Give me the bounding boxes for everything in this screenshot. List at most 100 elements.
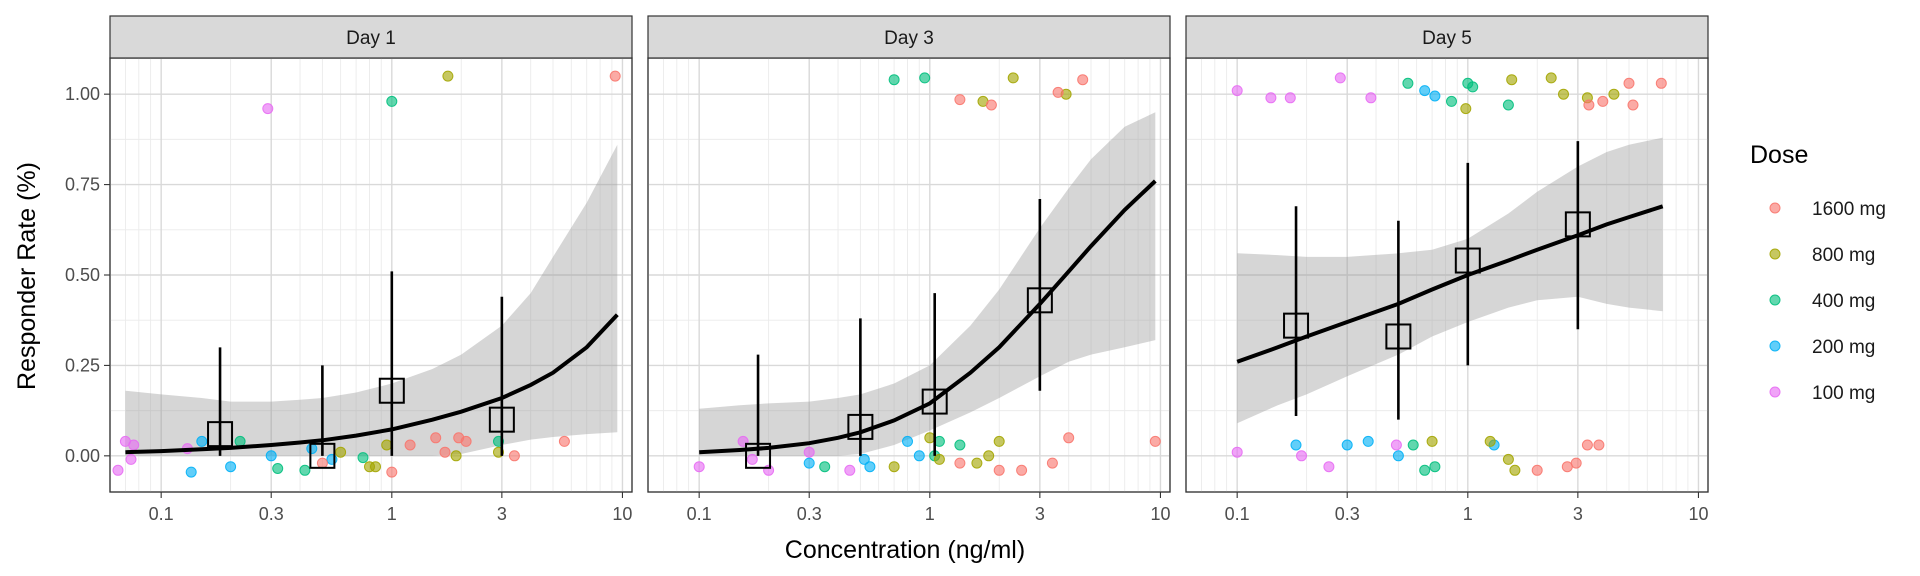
legend-item: 1600 mg bbox=[1769, 199, 1886, 220]
legend-swatch bbox=[1769, 248, 1781, 260]
data-point bbox=[558, 435, 570, 447]
data-point bbox=[888, 461, 900, 473]
facet-title: Day 1 bbox=[346, 28, 396, 49]
legend-label: 800 mg bbox=[1812, 245, 1875, 266]
facet-strip bbox=[109, 15, 633, 59]
data-point bbox=[370, 461, 381, 473]
data-point bbox=[746, 453, 758, 465]
data-point bbox=[1402, 77, 1414, 89]
x-tick-label: 1 bbox=[387, 504, 397, 524]
data-point bbox=[1231, 446, 1243, 458]
data-point bbox=[803, 457, 815, 469]
y-tick-label: 0.00 bbox=[65, 446, 100, 466]
panel-2: Day 3 bbox=[647, 15, 1171, 493]
legend-item: 800 mg bbox=[1769, 245, 1875, 266]
data-point bbox=[1390, 439, 1402, 451]
legend-label: 100 mg bbox=[1812, 383, 1875, 404]
observed-rate-box bbox=[1454, 247, 1481, 274]
data-point bbox=[1583, 99, 1595, 111]
data-point bbox=[450, 450, 462, 462]
confidence-band bbox=[699, 112, 1156, 456]
legend-item: 100 mg bbox=[1769, 383, 1875, 404]
data-point bbox=[128, 439, 140, 451]
data-point bbox=[1597, 95, 1609, 107]
facet-strip bbox=[1185, 15, 1709, 59]
data-point bbox=[1623, 77, 1635, 89]
legend-swatch bbox=[1769, 386, 1781, 398]
facet-title: Day 5 bbox=[1422, 28, 1472, 49]
legend-item: 400 mg bbox=[1769, 291, 1875, 312]
data-point bbox=[1341, 439, 1353, 451]
data-point bbox=[933, 453, 945, 465]
data-point bbox=[335, 446, 347, 458]
observed-rate-box bbox=[745, 442, 772, 469]
observed-rate-box bbox=[847, 413, 874, 440]
data-point bbox=[185, 466, 197, 478]
data-point bbox=[985, 99, 997, 111]
data-point bbox=[1392, 450, 1404, 462]
data-point bbox=[357, 452, 369, 464]
legend-title: Dose bbox=[1750, 141, 1808, 169]
data-point bbox=[1460, 103, 1472, 115]
data-point bbox=[803, 446, 815, 458]
observed-rate-box bbox=[1385, 323, 1412, 350]
data-point bbox=[693, 461, 705, 473]
data-point bbox=[404, 439, 416, 451]
data-point bbox=[1593, 439, 1605, 451]
panel-1: Day 1 bbox=[109, 15, 633, 493]
data-point bbox=[430, 432, 442, 444]
x-tick-label: 3 bbox=[1035, 504, 1045, 524]
data-point bbox=[386, 466, 398, 478]
data-point bbox=[1063, 432, 1075, 444]
observed-rate-box bbox=[921, 388, 948, 415]
data-point bbox=[381, 439, 393, 451]
data-point bbox=[386, 95, 398, 107]
data-point bbox=[1149, 435, 1161, 447]
data-point bbox=[1265, 92, 1277, 104]
data-point bbox=[508, 450, 520, 462]
data-point bbox=[1570, 457, 1582, 469]
data-point bbox=[1407, 439, 1419, 451]
legend-item: 200 mg bbox=[1769, 337, 1875, 358]
data-point bbox=[1007, 72, 1019, 84]
data-point bbox=[1484, 435, 1496, 447]
x-tick-label: 10 bbox=[1150, 504, 1170, 524]
data-point bbox=[954, 94, 966, 106]
data-point bbox=[460, 435, 472, 447]
data-point bbox=[1502, 453, 1514, 465]
data-point bbox=[1545, 72, 1557, 84]
data-point bbox=[1046, 457, 1058, 469]
data-point bbox=[326, 453, 338, 465]
gridlines bbox=[110, 58, 632, 492]
data-point bbox=[609, 70, 621, 82]
fitted-curve bbox=[699, 179, 1157, 455]
x-tick-label: 0.1 bbox=[149, 504, 174, 524]
data-point bbox=[1419, 85, 1431, 97]
y-tick-label: 0.50 bbox=[65, 265, 100, 285]
data-point bbox=[1627, 99, 1639, 111]
data-point bbox=[763, 464, 775, 476]
data-point bbox=[1426, 435, 1438, 447]
observed-rate-box bbox=[309, 442, 336, 469]
data-point bbox=[913, 450, 925, 462]
data-point bbox=[1334, 72, 1346, 84]
legend-swatch bbox=[1769, 202, 1781, 214]
legend-swatch bbox=[1769, 340, 1781, 352]
observed-rate-box bbox=[1283, 312, 1310, 339]
observed-rate-box bbox=[488, 406, 515, 433]
data-point bbox=[112, 464, 124, 476]
x-tick-label: 0.3 bbox=[1335, 504, 1360, 524]
data-point bbox=[1231, 85, 1243, 97]
legend-label: 200 mg bbox=[1812, 337, 1875, 358]
data-point bbox=[1016, 464, 1028, 476]
x-axis-title: Concentration (ng/ml) bbox=[785, 536, 1025, 564]
panel-3: Day 5 bbox=[1185, 15, 1709, 493]
data-point bbox=[225, 461, 237, 473]
data-point bbox=[864, 461, 876, 473]
data-point bbox=[1077, 74, 1089, 86]
gridlines bbox=[1186, 58, 1708, 492]
facet-panels: Day 1 Day 3 Day 5 bbox=[109, 15, 1709, 493]
data-point bbox=[858, 453, 870, 465]
data-point bbox=[265, 450, 277, 462]
data-point bbox=[924, 432, 936, 444]
